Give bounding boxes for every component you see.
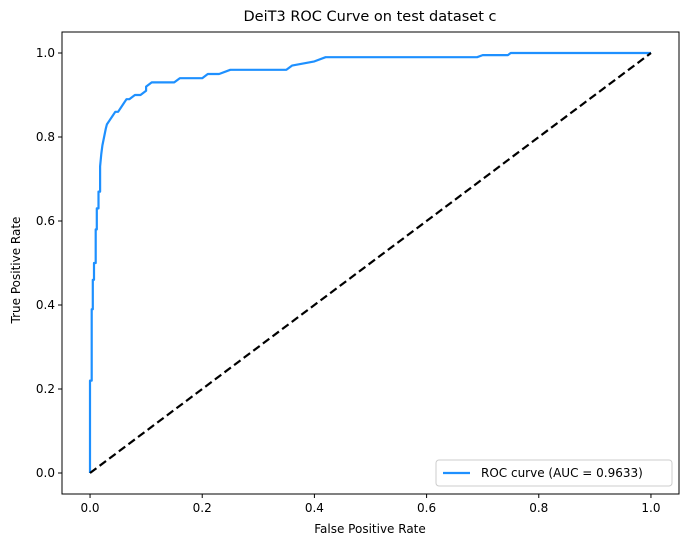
chance-diagonal-line	[89, 52, 652, 474]
axis-ticks: 0.0 0.2 0.4 0.6 0.8 1.0 0.0 0.2 0.4 0.6 0.8 1.0	[36, 46, 661, 515]
plot-frame	[61, 31, 680, 495]
roc-curve-line	[88, 51, 651, 473]
x-tick-label: 0.0	[80, 501, 99, 515]
chart-title: DeiT3 ROC Curve on test dataset c	[244, 9, 497, 25]
y-tick-label: 0.2	[36, 382, 55, 396]
x-tick-label: 0.4	[305, 501, 324, 515]
y-tick-label: 0.6	[36, 214, 55, 228]
plot-series	[88, 51, 652, 474]
y-tick-label: 0.4	[36, 298, 55, 312]
x-tick-label: 0.2	[193, 501, 212, 515]
y-tick-label: 1.0	[36, 46, 55, 60]
y-tick-label: 0.0	[36, 466, 55, 480]
x-tick-label: 0.6	[417, 501, 436, 515]
y-tick-label: 0.8	[36, 130, 55, 144]
legend: ROC curve (AUC = 0.9633)	[435, 459, 673, 487]
legend-box	[435, 459, 673, 487]
x-axis-label: False Positive Rate	[314, 522, 426, 536]
y-axis-label: True Positive Rate	[9, 217, 23, 325]
x-tick-label: 1.0	[641, 501, 660, 515]
x-tick-label: 0.8	[529, 501, 548, 515]
legend-label-roc: ROC curve (AUC = 0.9633)	[481, 466, 643, 480]
